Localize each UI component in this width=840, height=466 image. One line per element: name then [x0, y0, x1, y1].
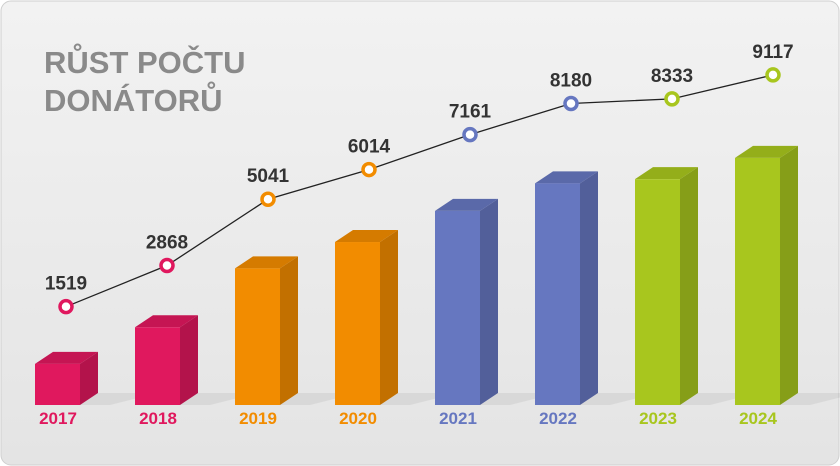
bar-top	[335, 230, 398, 243]
data-label: 2868	[146, 233, 188, 254]
data-label: 1519	[45, 274, 87, 295]
data-label: 8333	[651, 66, 693, 87]
x-tick-label: 2019	[239, 409, 277, 428]
bar-top	[735, 145, 798, 158]
x-tick-label: 2023	[639, 409, 677, 428]
bar	[135, 327, 180, 405]
x-tick-label: 2021	[439, 409, 477, 428]
x-tick-label: 2024	[739, 409, 777, 428]
bar-side	[80, 351, 98, 405]
x-tick-label: 2018	[139, 409, 177, 428]
bar-top	[235, 256, 298, 269]
x-tick-label: 2017	[39, 409, 77, 428]
bar-side	[780, 145, 798, 405]
bar	[435, 210, 480, 405]
line-marker	[563, 95, 579, 112]
line-marker	[765, 67, 781, 83]
line-marker	[462, 126, 478, 143]
data-label: 8180	[550, 71, 592, 92]
bar	[335, 242, 380, 405]
bar-side	[280, 256, 298, 405]
bar	[535, 183, 580, 405]
line	[65, 74, 774, 308]
bar-side	[380, 230, 398, 405]
bar-top	[635, 167, 698, 180]
line-marker	[159, 257, 175, 274]
bar	[35, 363, 80, 405]
line-marker	[58, 298, 74, 315]
bar	[635, 179, 680, 405]
line-marker	[664, 91, 680, 107]
x-tick-label: 2022	[539, 409, 577, 428]
bar-top	[35, 351, 98, 364]
x-tick-label: 2020	[339, 409, 377, 428]
bar-side	[480, 198, 498, 405]
data-label: 5041	[247, 166, 290, 187]
bar-side	[180, 315, 198, 405]
bar-top	[435, 198, 498, 211]
bar-shadow	[780, 393, 840, 405]
data-label: 7161	[449, 102, 492, 123]
bar	[235, 268, 280, 405]
bar-top	[535, 171, 598, 184]
bar	[735, 157, 780, 405]
data-label: 6014	[348, 137, 391, 158]
chart-title: RŮST POČTU DONÁTORŮ	[44, 45, 246, 118]
bar-side	[580, 171, 598, 405]
bar-top	[135, 315, 198, 328]
line-marker	[260, 191, 276, 207]
bar-side	[680, 167, 698, 405]
line-marker	[361, 161, 377, 178]
data-label: 9117	[752, 42, 793, 63]
